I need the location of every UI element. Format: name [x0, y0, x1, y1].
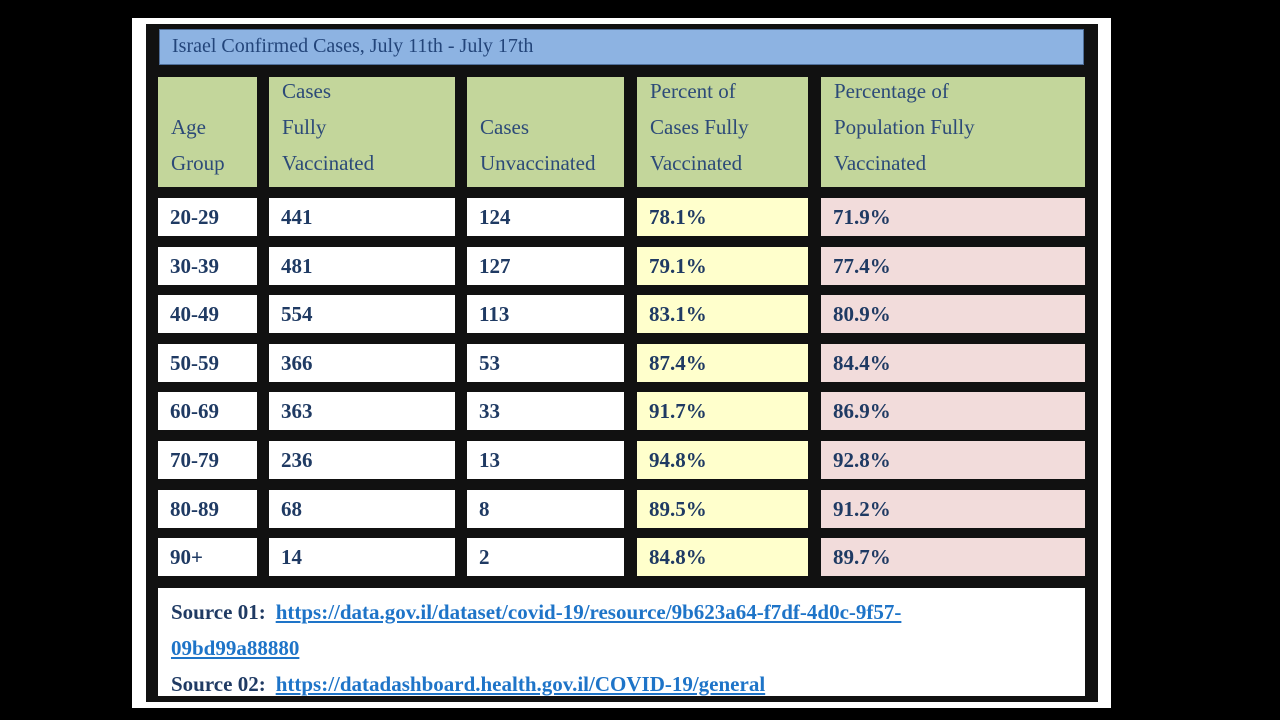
cell-percentage-population-fully-vaccinated: 86.9% — [821, 392, 1085, 430]
cell-age-group: 80-89 — [158, 490, 257, 528]
cell-cases-fully-vaccinated: 68 — [269, 490, 455, 528]
cell-age-group: 40-49 — [158, 295, 257, 333]
cell-cases-unvaccinated: 33 — [467, 392, 624, 430]
cell-percent-cases-fully-vaccinated: 83.1% — [637, 295, 808, 333]
cell-percentage-population-fully-vaccinated: 77.4% — [821, 247, 1085, 285]
header-percentage-population-fully-vaccinated: Percentage of Population Fully Vaccinated — [821, 77, 1085, 187]
header-line: Cases — [480, 115, 529, 139]
header-line: Fully — [282, 115, 327, 139]
source-01-link[interactable]: https://data.gov.il/dataset/covid-19/res… — [275, 600, 902, 624]
header-line: Age — [171, 115, 206, 139]
header-cases-fully-vaccinated: Cases Fully Vaccinated — [269, 77, 455, 187]
cell-percent-cases-fully-vaccinated: 84.8% — [637, 538, 808, 576]
cell-cases-unvaccinated: 127 — [467, 247, 624, 285]
cell-cases-fully-vaccinated: 14 — [269, 538, 455, 576]
source-02-link[interactable]: https://datadashboard.health.gov.il/COVI… — [275, 672, 766, 696]
cell-cases-fully-vaccinated: 481 — [269, 247, 455, 285]
cell-cases-fully-vaccinated: 363 — [269, 392, 455, 430]
header-line: Cases — [282, 79, 331, 103]
source-02: Source 02: https://datadashboard.health.g… — [171, 666, 1085, 696]
cell-cases-unvaccinated: 8 — [467, 490, 624, 528]
header-line: Group — [171, 151, 225, 175]
cell-cases-unvaccinated: 113 — [467, 295, 624, 333]
cell-age-group: 90+ — [158, 538, 257, 576]
cell-percentage-population-fully-vaccinated: 80.9% — [821, 295, 1085, 333]
cell-cases-fully-vaccinated: 441 — [269, 198, 455, 236]
cell-cases-fully-vaccinated: 366 — [269, 344, 455, 382]
header-line: Vaccinated — [282, 151, 375, 175]
cell-age-group: 70-79 — [158, 441, 257, 479]
cell-age-group: 60-69 — [158, 392, 257, 430]
cell-percent-cases-fully-vaccinated: 87.4% — [637, 344, 808, 382]
cell-percentage-population-fully-vaccinated: 71.9% — [821, 198, 1085, 236]
cell-cases-fully-vaccinated: 554 — [269, 295, 455, 333]
cell-age-group: 30-39 — [158, 247, 257, 285]
header-line: Unvaccinated — [480, 151, 596, 175]
header-cases-unvaccinated: Cases Unvaccinated — [467, 77, 624, 187]
cell-percentage-population-fully-vaccinated: 84.4% — [821, 344, 1085, 382]
cell-percentage-population-fully-vaccinated: 91.2% — [821, 490, 1085, 528]
cell-cases-unvaccinated: 13 — [467, 441, 624, 479]
source-01: Source 01: https://data.gov.il/dataset/co… — [171, 594, 1085, 630]
header-line: Population Fully — [834, 115, 975, 139]
header-line: Percentage of — [834, 79, 949, 103]
header-age-group: Age Group — [158, 77, 257, 187]
cell-age-group: 50-59 — [158, 344, 257, 382]
cell-percent-cases-fully-vaccinated: 89.5% — [637, 490, 808, 528]
source-01-continued: 09bd99a88880 — [171, 630, 1085, 666]
cell-percent-cases-fully-vaccinated: 78.1% — [637, 198, 808, 236]
header-line: Cases Fully — [650, 115, 749, 139]
cell-cases-fully-vaccinated: 236 — [269, 441, 455, 479]
header-percent-cases-fully-vaccinated: Percent of Cases Fully Vaccinated — [637, 77, 808, 187]
header-line: Percent of — [650, 79, 736, 103]
cell-cases-unvaccinated: 2 — [467, 538, 624, 576]
table-title: Israel Confirmed Cases, July 11th - July… — [159, 29, 1084, 65]
cell-percent-cases-fully-vaccinated: 91.7% — [637, 392, 808, 430]
source-01-label: Source 01: — [171, 600, 266, 624]
source-01-link-continued[interactable]: 09bd99a88880 — [171, 636, 300, 660]
cell-cases-unvaccinated: 53 — [467, 344, 624, 382]
cell-cases-unvaccinated: 124 — [467, 198, 624, 236]
header-line: Vaccinated — [650, 151, 743, 175]
cell-percentage-population-fully-vaccinated: 92.8% — [821, 441, 1085, 479]
cell-age-group: 20-29 — [158, 198, 257, 236]
header-line: Vaccinated — [834, 151, 927, 175]
source-02-label: Source 02: — [171, 672, 266, 696]
cell-percent-cases-fully-vaccinated: 79.1% — [637, 247, 808, 285]
cell-percent-cases-fully-vaccinated: 94.8% — [637, 441, 808, 479]
sources-box: Source 01: https://data.gov.il/dataset/co… — [158, 588, 1085, 696]
cell-percentage-population-fully-vaccinated: 89.7% — [821, 538, 1085, 576]
